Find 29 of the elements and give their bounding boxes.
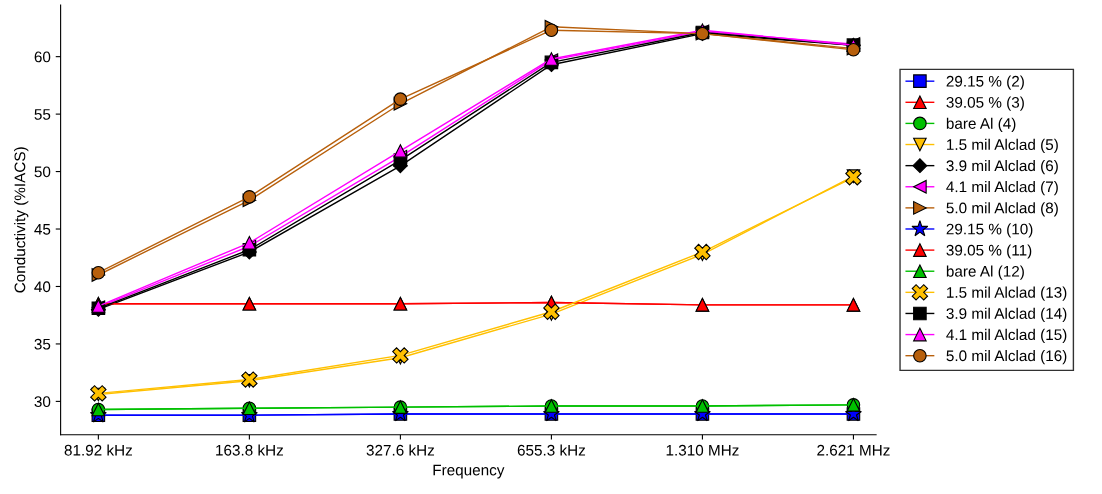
legend-label: 3.9 mil Alclad (6)	[946, 159, 1058, 175]
legend-label: 1.5 mil Alclad (5)	[947, 138, 1058, 154]
legend-label: 29.15 % (2)	[946, 75, 1024, 90]
x-tick-label: 655.3 kHz	[517, 444, 586, 456]
legend-label: 39.05 % (11)	[946, 244, 1032, 259]
x-tick-label: 2.621 MHz	[817, 444, 890, 456]
y-tick-label: 40	[34, 281, 51, 293]
legend-label: 4.1 mil Alclad (7)	[946, 181, 1058, 196]
legend-label: bare Al (12)	[946, 265, 1024, 280]
legend-label: 29.15 % (10)	[946, 223, 1033, 238]
y-tick-label: 60	[34, 51, 51, 63]
legend-label: 3.9 mil Alclad (14)	[946, 307, 1067, 322]
x-tick-label: 1.310 MHz	[666, 444, 739, 456]
y-tick-label: 50	[34, 166, 51, 178]
y-tick-label: 30	[34, 396, 51, 408]
x-tick-label: 327.6 kHz	[366, 444, 435, 456]
x-tick-label: 81.92 kHz	[64, 444, 132, 456]
x-tick-label: 163.8 kHz	[216, 444, 284, 456]
legend-label: bare Al (4)	[946, 117, 1016, 132]
y-tick-label: 55	[34, 109, 51, 120]
legend-label: 5.0 mil Alclad (16)	[946, 349, 1067, 365]
legend-label: 39.05 % (3)	[946, 96, 1024, 111]
legend-label: 1.5 mil Alclad (13)	[947, 286, 1067, 301]
y-tick-label: 45	[34, 224, 51, 235]
legend-label: 5.0 mil Alclad (8)	[946, 202, 1058, 217]
y-axis-title: Conductivity (%IACS)	[14, 147, 29, 293]
y-tick-label: 35	[34, 338, 51, 350]
legend-label: 4.1 mil Alclad (15)	[946, 328, 1067, 344]
x-axis-title: Frequency	[433, 464, 505, 479]
